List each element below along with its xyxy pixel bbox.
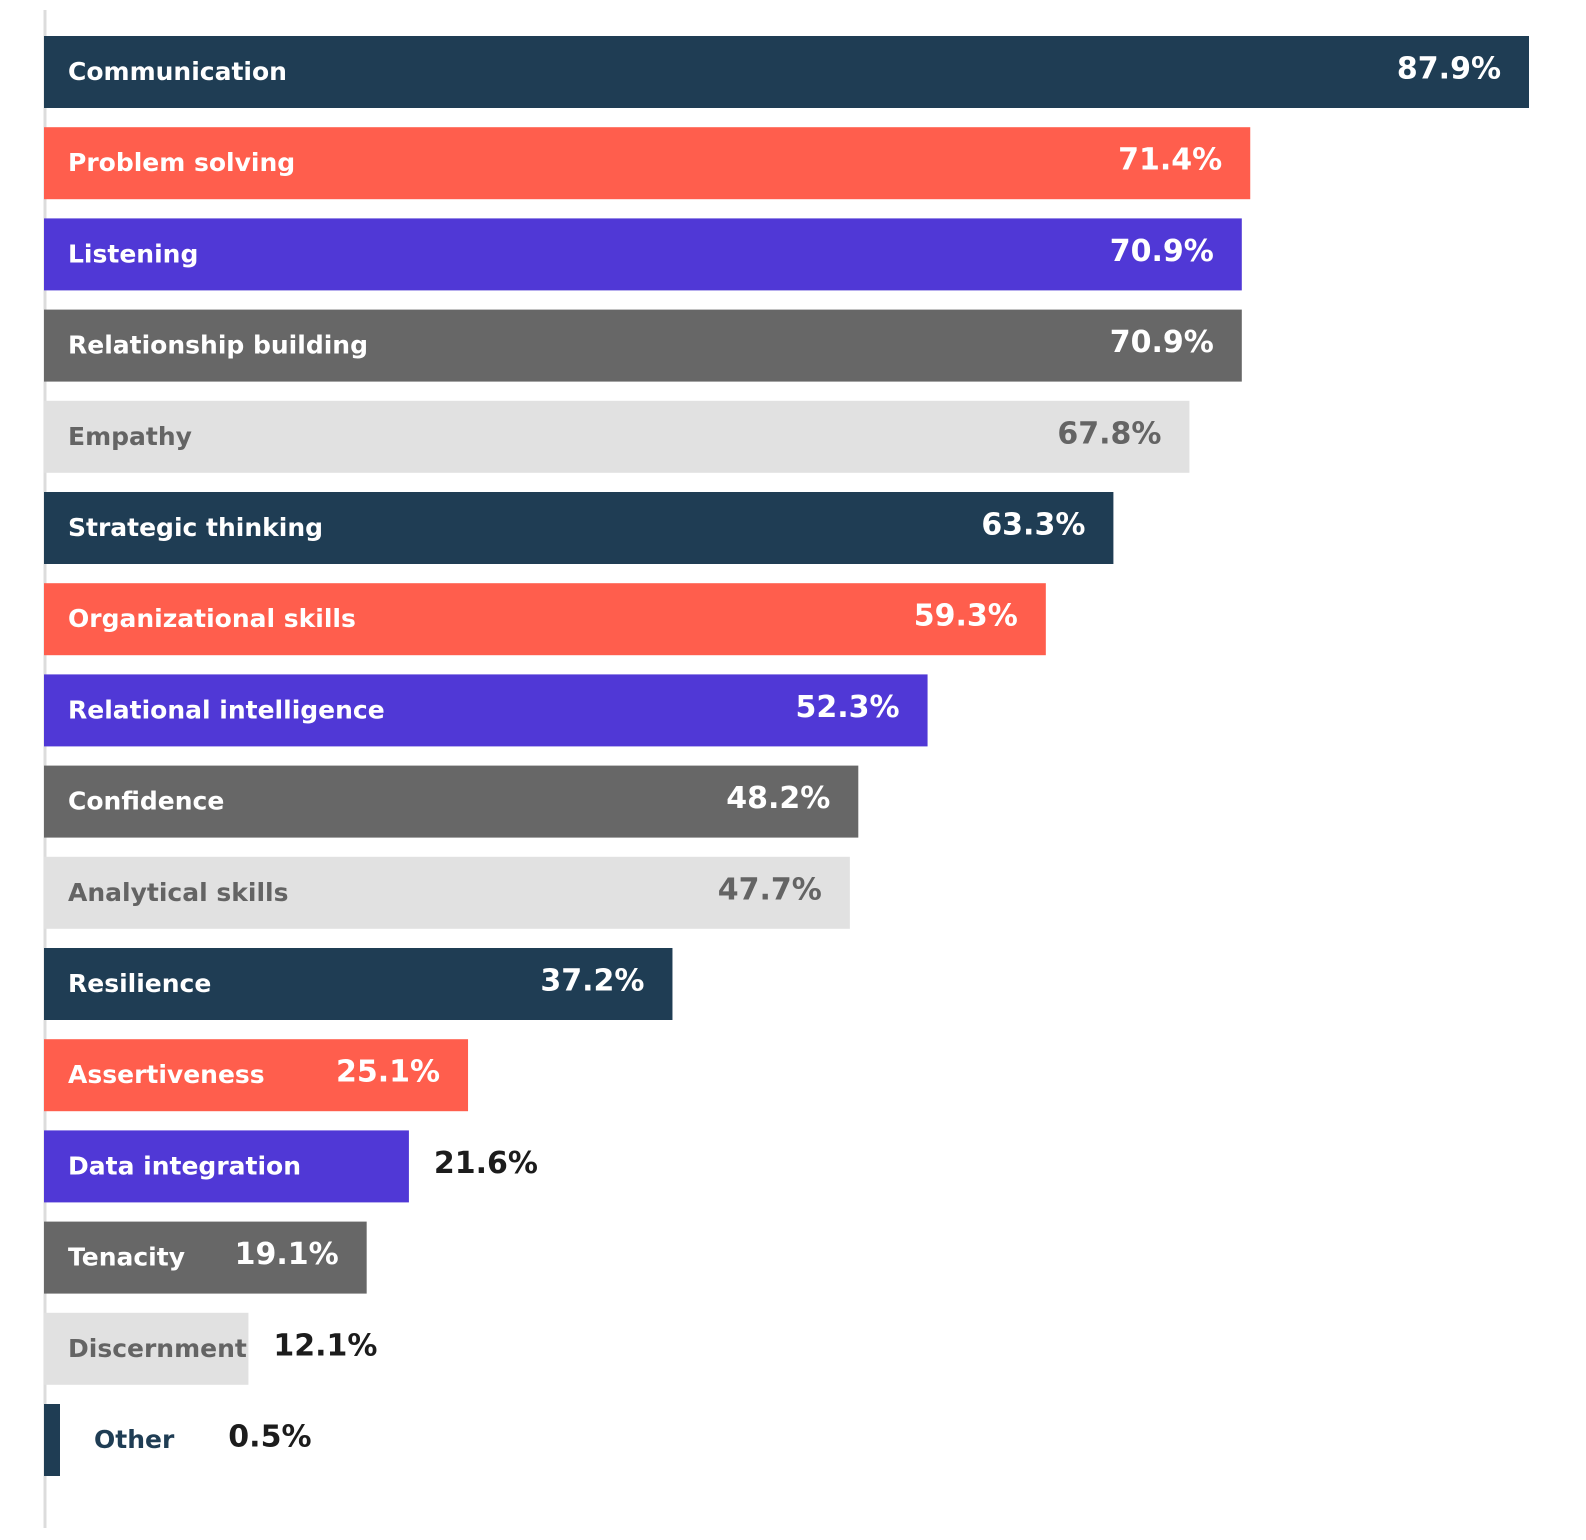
bar-relationship-building	[44, 309, 1242, 382]
value-label-resilience: 37.2%	[540, 964, 644, 999]
bar-strategic-thinking	[44, 492, 1114, 564]
bar-assertiveness	[44, 1039, 469, 1112]
value-label-organizational-skills: 59.3%	[914, 599, 1018, 634]
value-label-other: 0.5%	[228, 1420, 311, 1455]
category-label-assertiveness: Assertiveness	[68, 1060, 265, 1089]
category-label-resilience: Resilience	[68, 969, 211, 998]
value-label-communication: 87.9%	[1397, 52, 1501, 87]
value-label-confidence: 48.2%	[726, 781, 830, 816]
bar-confidence	[44, 765, 859, 838]
bar-other	[44, 1404, 60, 1476]
category-label-relationship-building: Relationship building	[68, 331, 368, 360]
value-label-assertiveness: 25.1%	[336, 1055, 440, 1090]
value-label-discernment: 12.1%	[273, 1328, 377, 1363]
bar-data-integration	[44, 1130, 409, 1203]
value-label-analytical-skills: 47.7%	[718, 872, 822, 907]
bars-group: Communication 87.9% Problem solving 71.4% Li…	[44, 36, 1529, 1476]
category-label-empathy: Empathy	[68, 422, 192, 451]
bar-empathy	[44, 400, 1190, 473]
category-label-analytical-skills: Analytical skills	[68, 878, 288, 907]
category-label-relational-intelligence: Relational intelligence	[68, 695, 385, 724]
bar-discernment	[44, 1312, 249, 1385]
value-label-relationship-building: 70.9%	[1110, 325, 1214, 360]
bar-organizational-skills	[44, 583, 1046, 656]
bar-problem-solving	[44, 127, 1251, 200]
category-label-data-integration: Data integration	[68, 1151, 301, 1180]
bar-relational-intelligence	[44, 674, 928, 747]
bar-resilience	[44, 948, 673, 1020]
category-label-listening: Listening	[68, 239, 198, 268]
category-label-confidence: Confidence	[68, 787, 224, 816]
value-label-data-integration: 21.6%	[434, 1146, 538, 1181]
bar-listening	[44, 218, 1242, 291]
bar-analytical-skills	[44, 856, 850, 929]
value-label-empathy: 67.8%	[1057, 416, 1161, 451]
category-label-organizational-skills: Organizational skills	[68, 604, 356, 633]
bar-tenacity	[44, 1221, 367, 1294]
category-label-strategic-thinking: Strategic thinking	[68, 513, 323, 542]
bar-communication	[44, 36, 1529, 108]
category-label-problem-solving: Problem solving	[68, 148, 295, 177]
value-label-relational-intelligence: 52.3%	[795, 690, 899, 725]
category-label-communication: Communication	[68, 57, 287, 86]
category-label-other: Other	[94, 1425, 175, 1454]
category-label-tenacity: Tenacity	[68, 1243, 185, 1272]
value-label-tenacity: 19.1%	[235, 1237, 339, 1272]
value-label-strategic-thinking: 63.3%	[981, 508, 1085, 543]
value-label-listening: 70.9%	[1110, 234, 1214, 269]
value-label-problem-solving: 71.4%	[1118, 143, 1222, 178]
category-label-discernment: Discernment	[68, 1334, 247, 1363]
